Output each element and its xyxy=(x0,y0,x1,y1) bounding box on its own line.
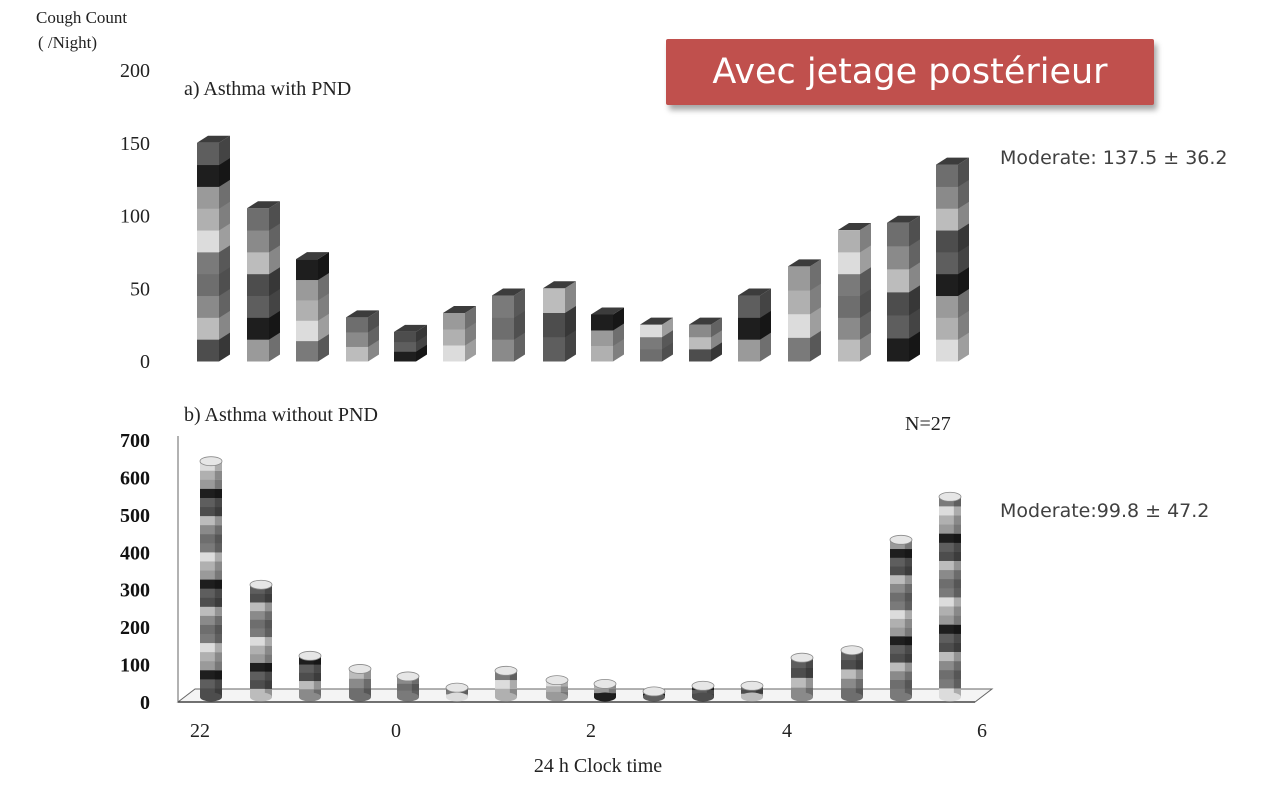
chart-a-y-tick-label: 50 xyxy=(130,278,150,300)
banner: Avec jetage postérieur xyxy=(666,39,1154,105)
chart-b-x-tick-label: 0 xyxy=(391,720,401,742)
chart-b-y-tick-label: 600 xyxy=(120,467,150,489)
chart-a-bar xyxy=(543,281,576,362)
chart-b-title: b) Asthma without PND xyxy=(184,404,378,426)
chart-b-bar xyxy=(938,491,962,702)
chart-a-y-tick-label: 100 xyxy=(120,206,150,228)
chart-b-y-tick-label: 200 xyxy=(120,617,150,639)
chart-a-bar xyxy=(838,223,871,362)
chart-b-bar xyxy=(889,534,913,702)
chart-b-bar xyxy=(249,579,273,702)
chart-b-y-tick-label: 0 xyxy=(140,692,150,714)
chart-b-x-tick-label: 2 xyxy=(586,720,596,742)
chart-b-x-ticks: 22 0 2 4 6 xyxy=(190,720,987,742)
chart-a-bar xyxy=(738,288,771,362)
chart-a-bars xyxy=(197,135,969,362)
chart-b-y-tick-label: 100 xyxy=(120,655,150,677)
chart-b-x-tick-label: 6 xyxy=(977,720,987,742)
chart-a-bar xyxy=(197,135,230,362)
chart-b-bar xyxy=(545,675,569,702)
chart-a-y-ticks: 0 50 100 150 200 xyxy=(120,60,150,373)
chart-a-bar xyxy=(640,317,673,362)
chart-a-y-tick-label: 150 xyxy=(120,133,150,155)
chart-b-x-tick-label: 4 xyxy=(782,720,792,742)
annotation-moderate-with-pnd: Moderate: 137.5 ± 36.2 xyxy=(1000,147,1228,169)
chart-a-bar xyxy=(492,288,525,362)
chart-b-bar xyxy=(593,679,617,702)
chart-a-bar xyxy=(443,305,476,362)
chart-b-bar xyxy=(298,650,322,702)
chart-a-bar xyxy=(887,215,920,362)
chart-a-bar xyxy=(394,324,427,362)
chart-b-bar xyxy=(396,671,420,702)
chart-b-bar xyxy=(199,456,223,702)
chart-b-bar xyxy=(840,645,864,702)
y-axis-title-line1: Cough Count xyxy=(36,8,127,27)
x-axis-title: 24 h Clock time xyxy=(534,755,662,777)
chart-a-bar xyxy=(296,252,329,362)
annotation-moderate-without-pnd: Moderate:99.8 ± 47.2 xyxy=(1000,500,1210,522)
chart-a-bar xyxy=(788,259,821,362)
chart-b-y-tick-label: 700 xyxy=(120,430,150,452)
chart-b-bars xyxy=(199,456,962,702)
chart-b-bar xyxy=(642,686,666,702)
banner-text: Avec jetage postérieur xyxy=(712,52,1108,92)
chart-a-title: a) Asthma with PND xyxy=(184,78,351,100)
n-label: N=27 xyxy=(905,413,951,435)
chart-a-y-tick-label: 0 xyxy=(140,351,150,373)
chart-a-bar xyxy=(936,157,969,362)
chart-a-bar xyxy=(689,317,722,362)
chart-b-y-tick-label: 400 xyxy=(120,542,150,564)
chart-a-bar xyxy=(346,310,379,362)
chart-b-bar xyxy=(740,680,764,702)
chart-b-bar xyxy=(348,664,372,702)
chart-b-bar xyxy=(691,680,715,702)
chart-a-bar xyxy=(591,307,624,362)
chart-b-y-tick-label: 300 xyxy=(120,580,150,602)
chart-b-x-tick-label: 22 xyxy=(190,720,210,742)
chart-a-y-tick-label: 200 xyxy=(120,60,150,82)
chart-b-floor xyxy=(176,436,994,703)
chart-b-y-ticks: 0 100 200 300 400 500 600 700 xyxy=(120,430,150,714)
chart-b-bar xyxy=(445,682,469,702)
chart-a-bar xyxy=(247,201,280,362)
chart-b-bar xyxy=(790,652,814,702)
chart-b-y-tick-label: 500 xyxy=(120,505,150,527)
y-axis-title-line2: ( /Night) xyxy=(38,33,97,52)
chart-b-bar xyxy=(494,665,518,702)
